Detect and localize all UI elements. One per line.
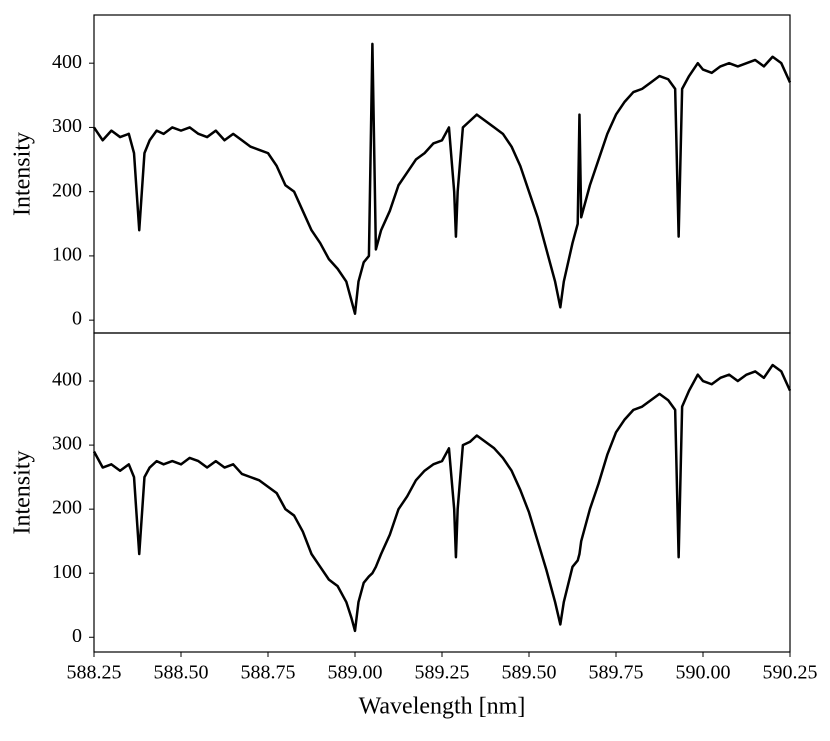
x-tick-label: 590.25: [763, 662, 818, 684]
y-tick-label: 400: [52, 369, 82, 391]
y-tick-label: 300: [52, 115, 82, 137]
y-tick-label: 300: [52, 433, 82, 455]
axes-frame: [93, 332, 791, 653]
y-axis-label: Intensity: [10, 451, 36, 535]
y-tick-label: 200: [52, 497, 82, 519]
y-tick-label: 100: [52, 561, 82, 583]
y-tick-label: 0: [72, 308, 82, 330]
y-axis-label: Intensity: [10, 132, 36, 216]
x-tick-label: 589.25: [415, 662, 470, 684]
y-tick-label: 0: [72, 625, 82, 647]
x-tick-label: 588.75: [241, 662, 296, 684]
x-axis-label: Wavelength [nm]: [359, 694, 526, 720]
y-tick-label: 100: [52, 244, 82, 266]
axes-frame: [93, 14, 791, 334]
x-tick-label: 588.50: [154, 662, 209, 684]
y-tick-label: 400: [52, 51, 82, 73]
spectrum-line: [92, 42, 792, 315]
x-tick-label: 589.50: [502, 662, 557, 684]
x-tick-label: 589.75: [589, 662, 644, 684]
y-tick-label: 200: [52, 179, 82, 201]
x-tick-label: 588.25: [67, 662, 122, 684]
spectrum-line: [92, 363, 792, 633]
x-tick-label: 589.00: [328, 662, 383, 684]
x-tick-label: 590.00: [676, 662, 731, 684]
